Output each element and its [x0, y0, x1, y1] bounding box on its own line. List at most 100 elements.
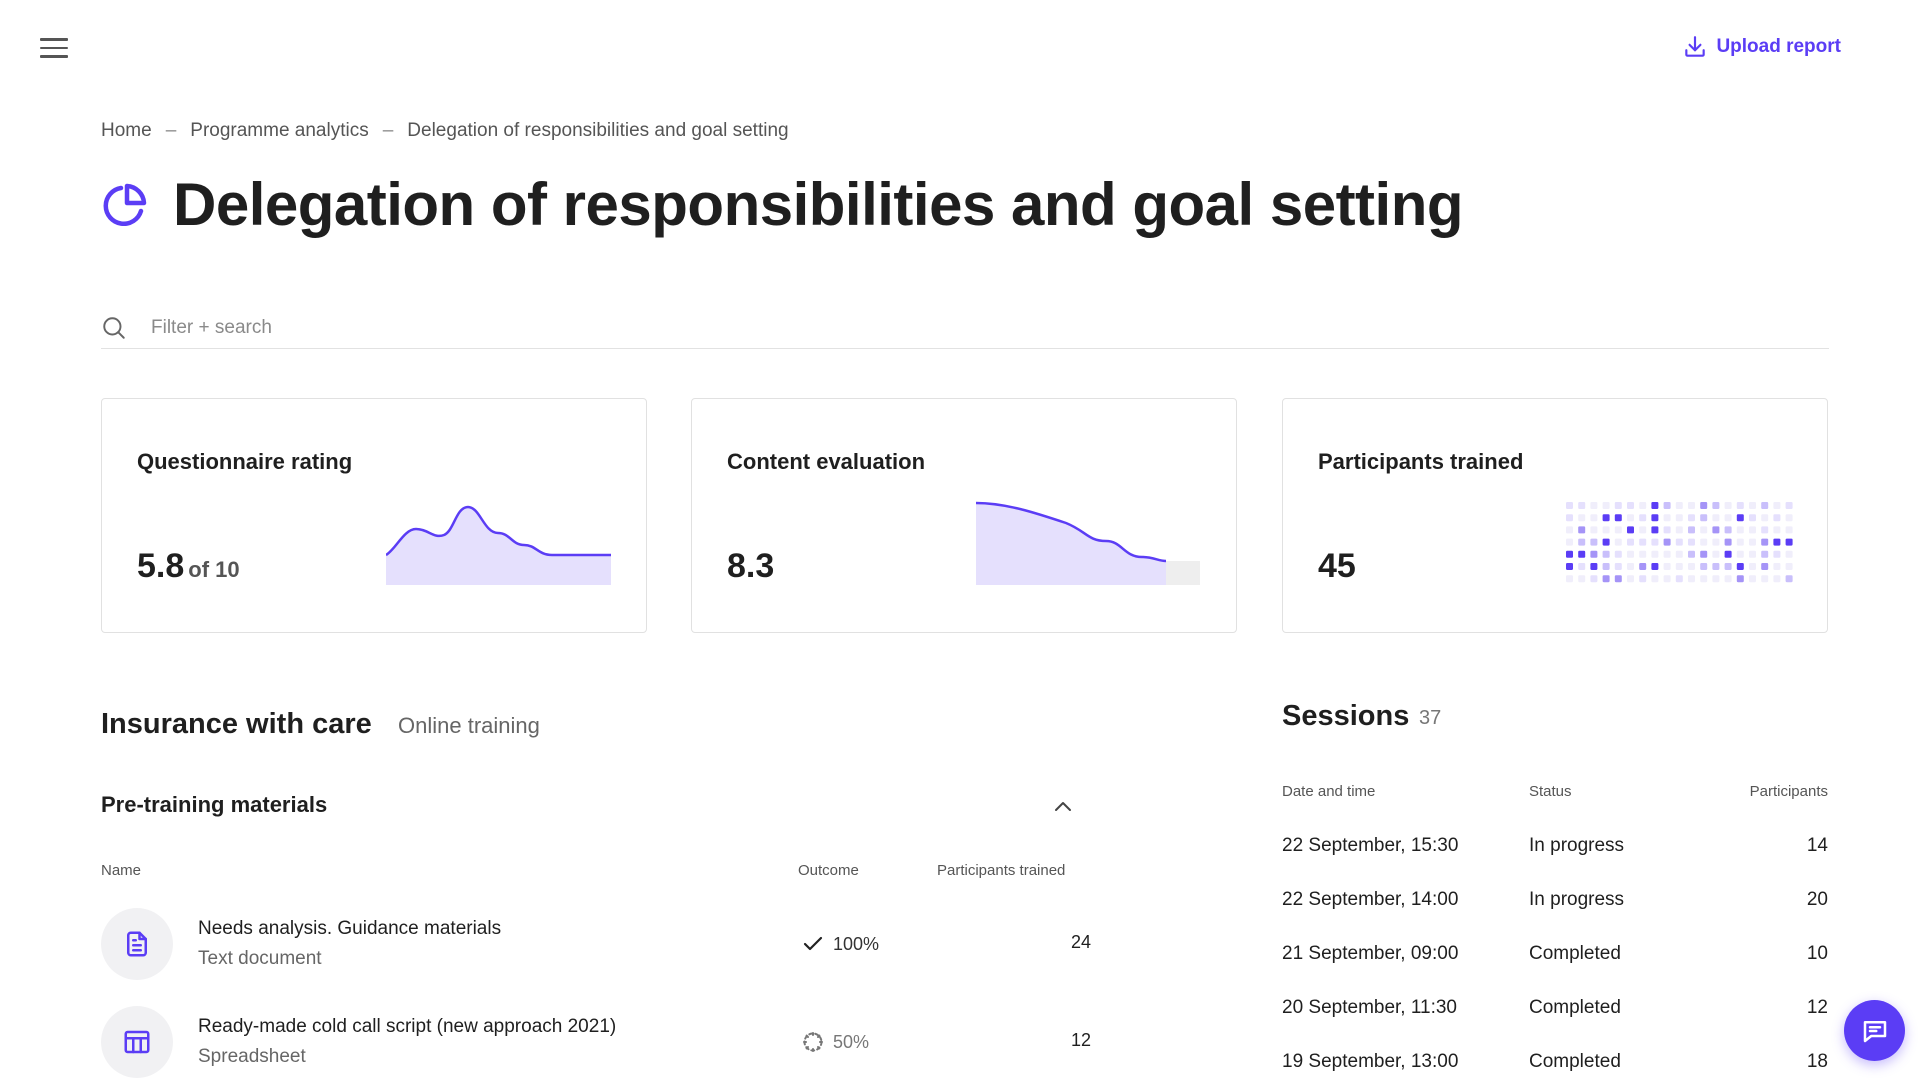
material-name[interactable]: Ready-made cold call script (new approac… — [198, 1016, 617, 1037]
participant-dot — [1712, 526, 1720, 534]
participant-dot — [1785, 502, 1793, 509]
material-type: Text document — [198, 948, 322, 969]
participant-dot — [1614, 502, 1622, 509]
material-name[interactable]: Needs analysis. Guidance materials — [198, 918, 502, 939]
participant-dot — [1578, 502, 1586, 509]
session-row[interactable]: 20 September, 11:30 Completed 12 — [1282, 997, 1828, 1027]
participant-dot — [1663, 526, 1671, 534]
page-header: Delegation of responsibilities and goal … — [101, 170, 1464, 239]
material-outcome: 100% — [801, 932, 879, 956]
participant-dot — [1724, 575, 1732, 583]
participant-dot — [1724, 502, 1732, 509]
participant-dot — [1602, 538, 1610, 546]
participant-dot — [1602, 550, 1610, 558]
chat-button[interactable] — [1844, 1000, 1905, 1061]
participant-dot — [1688, 526, 1695, 534]
material-row[interactable]: Needs analysis. Guidance materials Text … — [101, 908, 1091, 984]
participant-dot — [1749, 575, 1756, 583]
chevron-up-icon[interactable] — [1051, 795, 1075, 819]
participant-dot — [1724, 563, 1732, 570]
search-input[interactable] — [151, 316, 751, 339]
participant-dot — [1761, 526, 1769, 534]
participants-trained-card: Participants trained 45 — [1282, 398, 1828, 633]
participant-dot — [1627, 526, 1634, 534]
material-type: Spreadsheet — [198, 1046, 306, 1067]
progress-spinner-icon — [803, 1032, 823, 1052]
participant-dot — [1614, 538, 1622, 546]
search-bar — [101, 307, 1829, 349]
participant-dot — [1724, 526, 1732, 534]
participant-dot — [1785, 550, 1793, 558]
participant-dot — [1773, 575, 1781, 583]
course-type: Online training — [398, 713, 540, 738]
participant-dot — [1736, 502, 1744, 509]
card-value: 45 — [1318, 547, 1356, 586]
participant-dot — [1712, 514, 1720, 522]
participant-dot — [1675, 526, 1683, 534]
session-participants: 18 — [1806, 1051, 1828, 1072]
session-datetime: 22 September, 14:00 — [1282, 889, 1459, 910]
upload-report-button[interactable]: Upload report — [1682, 34, 1841, 60]
participant-dot — [1688, 538, 1695, 546]
participant-dot — [1590, 550, 1598, 558]
participant-dot — [1724, 514, 1732, 522]
participant-dot — [1614, 563, 1622, 570]
participant-dot — [1663, 502, 1671, 509]
participant-dot — [1761, 514, 1769, 522]
session-status: Completed — [1529, 943, 1621, 964]
participant-dot — [1749, 538, 1756, 546]
session-row[interactable]: 22 September, 14:00 In progress 20 — [1282, 889, 1828, 919]
participant-dot — [1602, 526, 1610, 534]
participant-dot — [1663, 563, 1671, 570]
participant-dot — [1566, 526, 1573, 534]
download-icon — [1685, 36, 1706, 57]
column-header-status: Status — [1529, 783, 1572, 800]
breadcrumb-programme-analytics[interactable]: Programme analytics — [190, 120, 369, 141]
participant-dot — [1663, 575, 1671, 583]
material-icon-wrap — [101, 1006, 173, 1078]
participant-dot — [1785, 514, 1793, 522]
course-title: Insurance with care — [101, 708, 372, 740]
participant-dot — [1590, 538, 1598, 546]
participant-dot — [1590, 502, 1598, 509]
participants-count: 12 — [1070, 1030, 1091, 1050]
session-row[interactable]: 22 September, 15:30 In progress 14 — [1282, 835, 1828, 865]
participant-dot — [1761, 550, 1769, 558]
material-row[interactable]: Ready-made cold call script (new approac… — [101, 1006, 1091, 1081]
participant-dot — [1675, 514, 1683, 522]
breadcrumb-current: Delegation of responsibilities and goal … — [407, 120, 789, 141]
participant-dot — [1590, 526, 1598, 534]
participant-dot — [1590, 514, 1598, 522]
participant-dot — [1773, 550, 1781, 558]
questionnaire-rating-card: Questionnaire rating 5.8 of 10 — [101, 398, 647, 633]
participant-dot — [1700, 514, 1708, 522]
participants-value: 45 — [1318, 547, 1356, 585]
participant-dot — [1566, 575, 1573, 583]
participant-dot — [1639, 514, 1647, 522]
participant-dot — [1651, 514, 1659, 522]
participant-dot — [1578, 526, 1586, 534]
session-row[interactable]: 19 September, 13:00 Completed 18 — [1282, 1051, 1828, 1081]
participant-dot — [1675, 550, 1683, 558]
participant-dot — [1736, 526, 1744, 534]
session-datetime: 21 September, 09:00 — [1282, 943, 1459, 964]
card-title: Content evaluation — [727, 449, 926, 474]
session-participants: 20 — [1806, 889, 1828, 910]
checkmark-icon — [803, 936, 823, 951]
participant-dot — [1651, 502, 1659, 509]
outcome-value: 50% — [833, 1031, 870, 1052]
breadcrumb-home[interactable]: Home — [101, 120, 152, 141]
card-title: Participants trained — [1318, 449, 1524, 474]
spreadsheet-icon — [124, 1030, 150, 1054]
hamburger-icon[interactable] — [40, 38, 68, 60]
participant-dot — [1712, 502, 1720, 509]
participant-dot — [1749, 502, 1756, 509]
participant-dot — [1700, 550, 1708, 558]
breadcrumb-separator: – — [165, 120, 177, 141]
participant-dot — [1736, 550, 1744, 558]
participant-dot — [1712, 575, 1720, 583]
participant-dot — [1639, 502, 1647, 509]
participant-dot — [1566, 514, 1573, 522]
session-row[interactable]: 21 September, 09:00 Completed 10 — [1282, 943, 1828, 973]
participant-dot — [1773, 563, 1781, 570]
